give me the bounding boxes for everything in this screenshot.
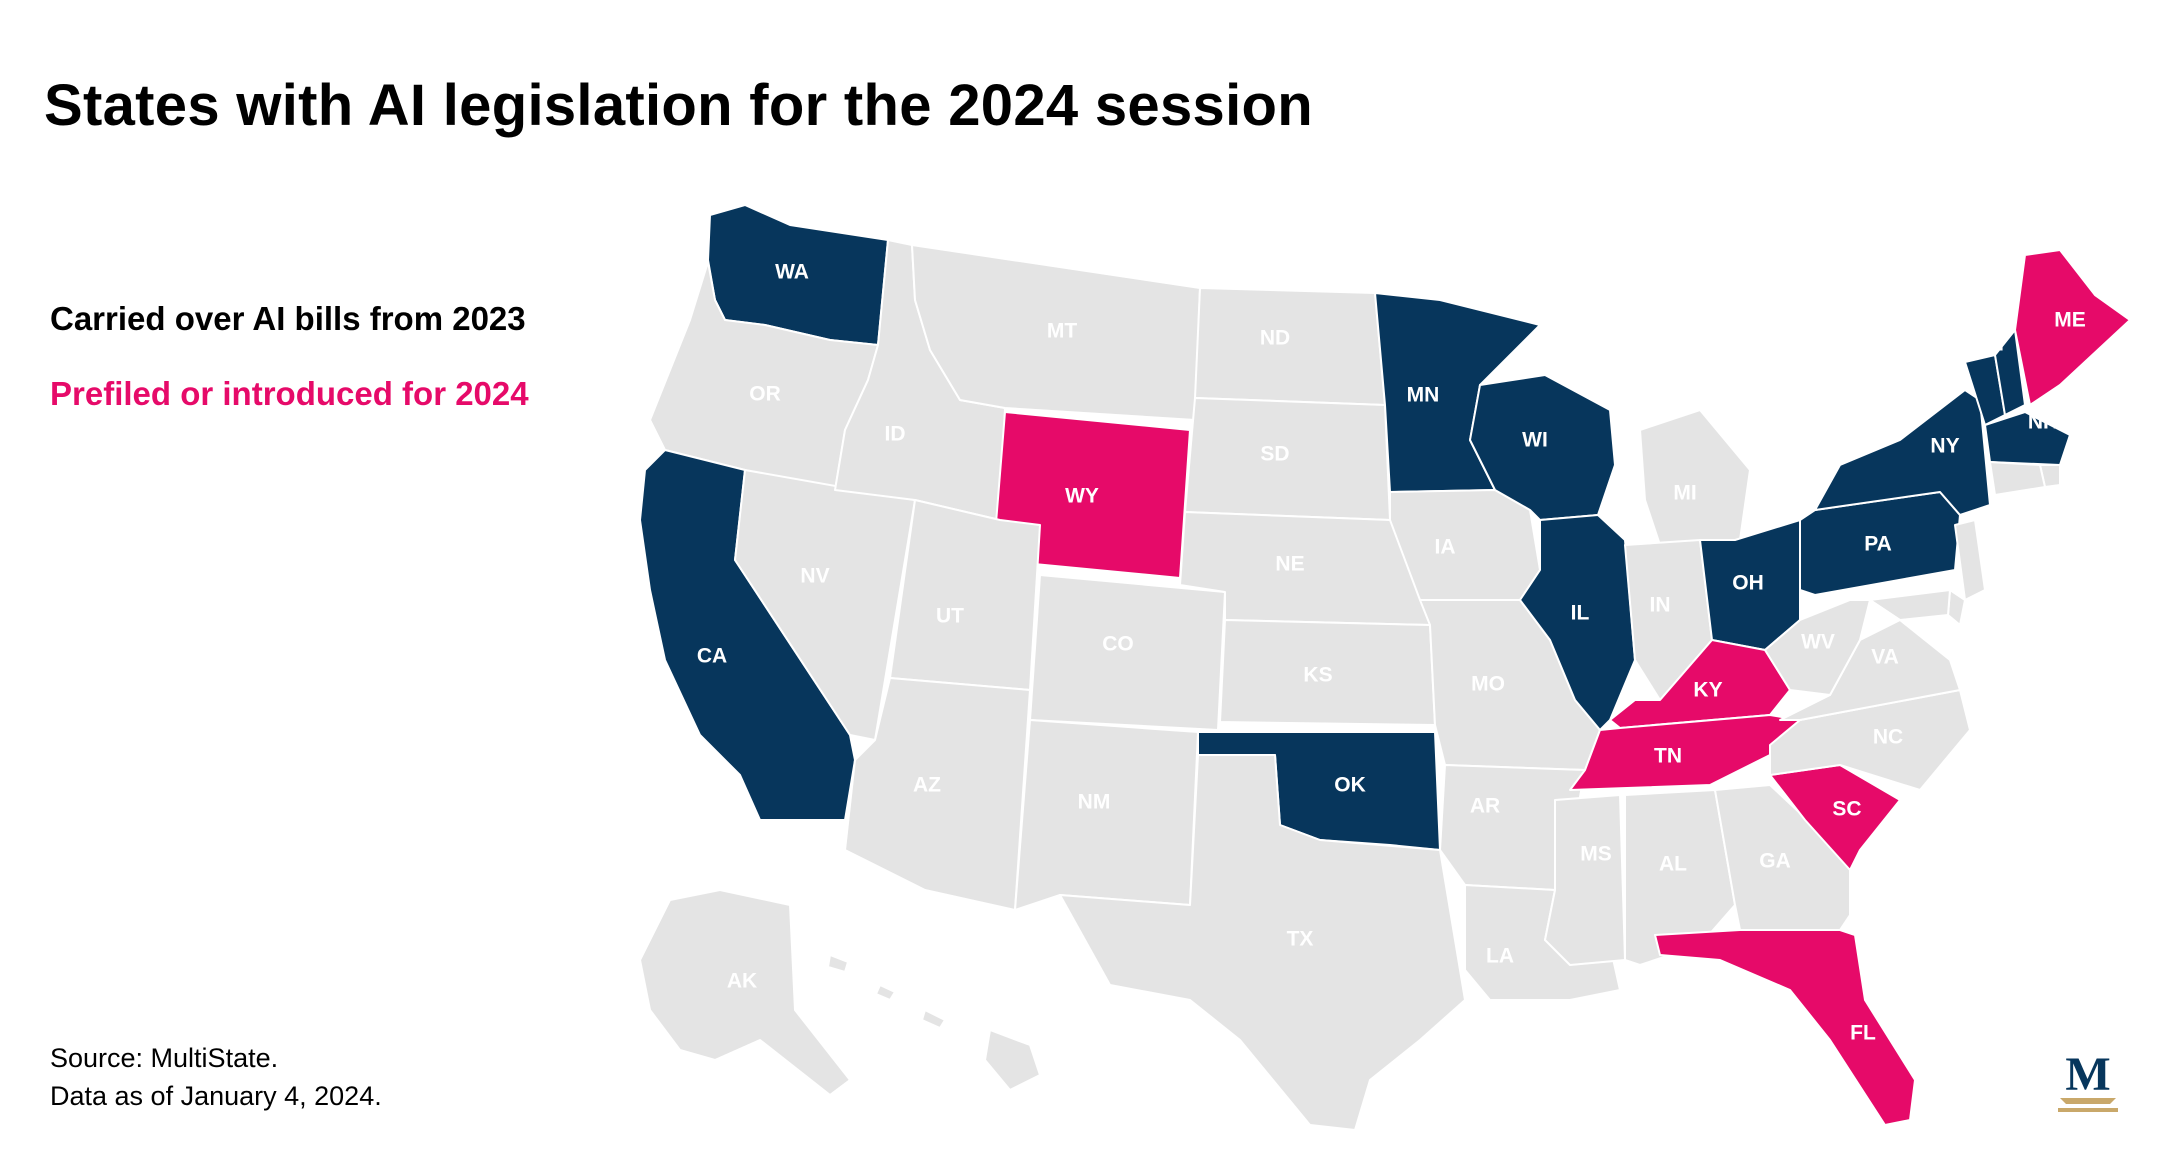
- state-label-al: AL: [1659, 853, 1687, 876]
- state-label-nc: NC: [1873, 726, 1903, 749]
- state-az: [844, 677, 1031, 911]
- state-label-tn: TN: [1654, 745, 1682, 768]
- state-label-ia: IA: [1435, 536, 1456, 559]
- state-label-ar: AR: [1470, 795, 1500, 818]
- state-wv: [1764, 599, 1871, 696]
- state-ak: [639, 889, 851, 1096]
- state-co: [1029, 574, 1226, 731]
- state-label-me: ME: [2054, 309, 2086, 332]
- state-label-md: MD: [1988, 627, 2021, 650]
- state-ut: [889, 499, 1041, 691]
- state-label-mt: MT: [1047, 320, 1077, 343]
- state-label-de: DE: [1990, 589, 2019, 612]
- state-tx: [1059, 754, 1466, 1131]
- state-ga: [1714, 784, 1851, 931]
- state-label-ks: KS: [1303, 664, 1332, 687]
- state-ny: [1814, 389, 1991, 516]
- state-label-ne: NE: [1275, 553, 1304, 576]
- state-me: [2014, 249, 2131, 406]
- state-label-nv: NV: [800, 565, 829, 588]
- state-label-ca: CA: [697, 645, 727, 668]
- state-label-ok: OK: [1334, 774, 1366, 797]
- state-label-il: IL: [1571, 602, 1590, 625]
- state-label-wv: WV: [1801, 631, 1835, 654]
- state-label-wa: WA: [775, 261, 809, 284]
- state-label-ma: MA: [2097, 450, 2130, 473]
- state-label-mo: MO: [1471, 673, 1505, 696]
- labels-layer: WA OR CA NV ID MT WY UT AZ CO NM ND SD NE KS OK TX MN IA MO…: [697, 261, 2130, 1066]
- legend-prefiled-label: Prefiled or introduced for 2024: [50, 375, 529, 412]
- state-fl: [1654, 929, 1916, 1126]
- state-label-in: IN: [1650, 594, 1671, 617]
- state-label-nj: NJ: [1995, 538, 2022, 561]
- state-label-fl: FL: [1850, 1022, 1876, 1045]
- state-label-tx: TX: [1287, 928, 1314, 951]
- multistate-logo-icon: M: [2058, 1052, 2118, 1112]
- state-label-az: AZ: [913, 774, 941, 797]
- state-label-va: VA: [1871, 646, 1899, 669]
- state-nj: [1954, 519, 1986, 601]
- state-label-ky: KY: [1693, 679, 1722, 702]
- svg-text:M: M: [2065, 1052, 2110, 1101]
- map-title: States with AI legislation for the 2024 …: [44, 73, 1313, 138]
- state-label-ak: AK: [727, 970, 757, 993]
- state-label-hi: HI: [952, 1043, 973, 1066]
- state-label-co: CO: [1102, 633, 1134, 656]
- state-label-la: LA: [1486, 945, 1514, 968]
- state-label-wi: WI: [1522, 429, 1548, 452]
- state-label-pa: PA: [1864, 533, 1892, 556]
- state-label-nd: ND: [1260, 327, 1290, 350]
- state-label-vt: VT: [1981, 333, 2008, 356]
- states-layer: [639, 204, 2131, 1131]
- state-label-mi: MI: [1673, 482, 1696, 505]
- state-label-id: ID: [885, 423, 906, 446]
- state-label-ct: CT: [2045, 494, 2073, 517]
- state-label-wy: WY: [1065, 485, 1099, 508]
- state-nm: [1014, 719, 1199, 911]
- state-ms: [1544, 794, 1626, 966]
- state-label-nh: NH: [2028, 411, 2058, 434]
- state-label-ut: UT: [936, 605, 964, 628]
- state-label-ny: NY: [1930, 435, 1959, 458]
- state-label-ri: RI: [2083, 476, 2104, 499]
- state-ct: [1989, 461, 2046, 496]
- data-date-line: Data as of January 4, 2024.: [50, 1080, 382, 1111]
- state-label-oh: OH: [1732, 572, 1764, 595]
- state-label-sd: SD: [1260, 443, 1289, 466]
- state-md: [1869, 589, 1951, 621]
- state-label-or: OR: [749, 383, 781, 406]
- state-tn: [1569, 714, 1801, 791]
- state-label-ga: GA: [1759, 850, 1791, 873]
- state-nh: [1994, 329, 2026, 416]
- state-ma: [1984, 411, 2071, 466]
- legend-carried-label: Carried over AI bills from 2023: [50, 300, 526, 337]
- state-label-ms: MS: [1580, 843, 1612, 866]
- state-label-mn: MN: [1407, 384, 1440, 407]
- state-mi: [1639, 409, 1751, 546]
- source-line: Source: MultiState.: [50, 1043, 279, 1073]
- state-label-nm: NM: [1078, 791, 1111, 814]
- state-hi: [827, 954, 1041, 1091]
- source-note: Source: MultiState. Data as of January 4…: [50, 1040, 382, 1116]
- state-label-sc: SC: [1832, 798, 1861, 821]
